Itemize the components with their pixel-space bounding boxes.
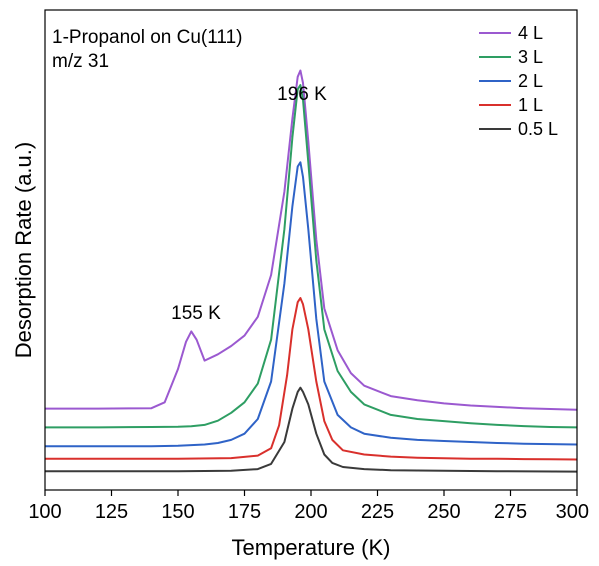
legend-label-2-L: 2 L xyxy=(518,71,543,91)
x-tick-label-100: 100 xyxy=(28,501,61,523)
legend-label-4-L: 4 L xyxy=(518,23,543,43)
chart-title: 1-Propanol on Cu(111) xyxy=(52,27,242,48)
legend-label-3-L: 3 L xyxy=(518,47,543,67)
x-tick-label-175: 175 xyxy=(228,501,261,523)
x-tick-label-200: 200 xyxy=(294,501,327,523)
x-tick-label-300: 300 xyxy=(556,501,589,523)
legend-label-1-L: 1 L xyxy=(518,95,543,115)
peak-label-155k: 155 K xyxy=(171,303,221,324)
series-line-0-5-L xyxy=(45,386,578,473)
legend: 4 L 3 L 2 L 1 L 0.5 L xyxy=(479,23,558,139)
x-tick-label-225: 225 xyxy=(361,501,394,523)
y-axis-title: Desorption Rate (a.u.) xyxy=(11,142,36,358)
legend-label-0-5-L: 0.5 L xyxy=(518,119,558,139)
series-layer xyxy=(45,69,578,473)
peak-label-196k: 196 K xyxy=(277,84,327,105)
series-line-2-L xyxy=(45,161,578,448)
x-tick-label-250: 250 xyxy=(427,501,460,523)
series-line-3-L xyxy=(45,84,578,429)
series-line-1-L xyxy=(45,297,578,461)
x-tick-label-150: 150 xyxy=(161,501,194,523)
x-tick-label-125: 125 xyxy=(95,501,128,523)
chart-subtitle: m/z 31 xyxy=(52,51,109,72)
series-line-4-L xyxy=(45,69,578,411)
x-tick-label-275: 275 xyxy=(494,501,527,523)
x-axis-title: Temperature (K) xyxy=(232,535,391,560)
tick-layer: 100 125 150 175 200 225 250 275 300 xyxy=(28,490,589,523)
